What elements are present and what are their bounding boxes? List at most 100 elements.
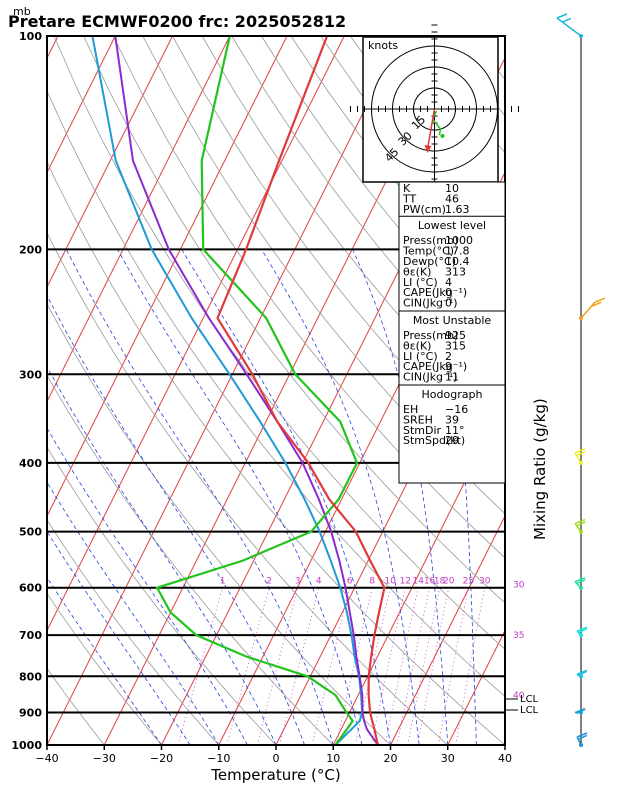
wind-barb-staff [574,523,582,533]
hodograph-knots-label: knots [368,39,398,52]
index-value: 4 [445,276,452,289]
wind-barb-flag [577,628,588,634]
mixing-ratio-label: 20 [443,577,455,587]
dry-adiabat-line [47,89,505,698]
mixing-ratio-line [438,587,469,745]
mixing-ratio-label: 8 [369,577,375,587]
mixing-ratio-line [279,587,320,745]
background-grid [0,36,505,745]
index-key: StmSpd(kt) [403,434,465,447]
isotherm-line [218,171,505,745]
theta-e-label: 30 [513,581,525,591]
index-key: Dewp(°C) [403,255,456,268]
wind-barb-staff [576,736,582,746]
pressure-tick-label: 800 [19,670,42,683]
indices-section-title: Lowest level [418,219,486,232]
wind-barb-flag [574,707,586,714]
index-key: K [403,182,411,195]
mixing-ratio-label: 1 [220,577,226,587]
x-tick-label: 40 [498,752,512,765]
wind-barb-flag [574,448,586,454]
storm-motion-vector [426,108,436,150]
x-axis-label: Temperature (°C) [210,766,340,784]
index-value: 1.63 [445,203,470,216]
mixing-ratio-line [370,587,406,745]
dry-adiabat-line [47,519,220,745]
pressure-tick-label: 1000 [11,739,42,752]
wind-barb-flag [575,521,586,527]
x-tick-label: −30 [93,752,116,765]
dry-adiabat-line [83,36,505,604]
isotherm-line [332,400,505,745]
mixing-ratio-line [256,587,299,745]
index-value: 17.8 [445,245,470,258]
index-key: CAPE(Jkg⁻¹) [403,360,467,373]
dry-adiabat-line [142,36,505,515]
index-key: LI (°C) [403,350,438,363]
wind-barb-flag [591,301,602,307]
indices-box [398,181,506,484]
wind-barb-flag [594,297,606,303]
wind-barb-flag [577,734,588,741]
moist-adiabat-line [47,481,220,745]
wind-barb-staff [556,17,582,37]
pressure-tick-label: 900 [19,707,42,720]
index-value: 1000 [445,234,473,247]
mixing-ratio-label: 18 [434,577,446,587]
index-key: CAPE(Jkg⁻¹) [403,286,467,299]
index-value: 925 [445,329,466,342]
wind-barb-flag [576,669,588,675]
x-tick-label: −20 [150,752,173,765]
pressure-tick-label: 700 [19,629,42,642]
x-tick-label: −40 [35,752,58,765]
wind-barb-column [556,13,606,747]
wind-barb-staff [574,581,582,589]
isotherm-line [47,36,231,403]
indices-section-title: Hodograph [422,388,483,401]
index-key: SREH [403,413,433,426]
index-key: PW(cm) [403,203,446,216]
unit-mb: mb [13,5,31,18]
dry-adiabat-line [172,36,505,472]
mixing-ratio-line [226,587,270,745]
isotherm-line [390,514,505,745]
mixing-ratio-axis-label: Mixing Ratio (g/kg) [531,398,549,540]
index-key: θε(K) [403,265,431,278]
index-key: CIN(Jkg⁻¹) [403,371,458,384]
dry-adiabat-line [47,667,105,745]
mixing-ratio-label: 6 [347,577,353,587]
isotherm-line [0,36,1,745]
mixing-ratio-line [417,587,450,745]
wind-barb-staff [574,452,582,464]
mixing-ratio-label: 25 [463,577,474,587]
mixing-ratio-label: 3 [295,577,301,587]
pressure-tick-label: 500 [19,526,42,539]
index-value: 2 [445,350,452,363]
x-tick-label: −10 [207,752,230,765]
dry-adiabat-line [47,303,391,745]
isotherm-line [47,36,116,174]
wind-barb-flag [561,17,572,24]
dry-adiabat-line [47,446,277,745]
index-value: 11 [445,371,459,384]
wind-barb-flag [574,518,586,525]
dry-adiabat-line [47,232,449,745]
index-key: StmDir [403,424,442,437]
indices-section-title: Most Unstable [413,314,492,327]
index-key: Temp(°C) [402,245,454,258]
x-tick-label: 0 [273,752,280,765]
mixing-ratio-label: 10 [385,577,397,587]
index-value: 9 [445,360,452,373]
wind-barb-flag [576,732,588,738]
index-value: 11° [445,424,465,437]
pressure-tick-label: 200 [19,243,42,256]
mixing-ratio-label: 4 [316,577,322,587]
lcl-label: LCL [520,705,539,716]
index-value: −16 [445,403,468,416]
x-tick-label: 10 [326,752,340,765]
index-value: 29 [445,434,459,447]
index-value: 0 [445,297,452,310]
